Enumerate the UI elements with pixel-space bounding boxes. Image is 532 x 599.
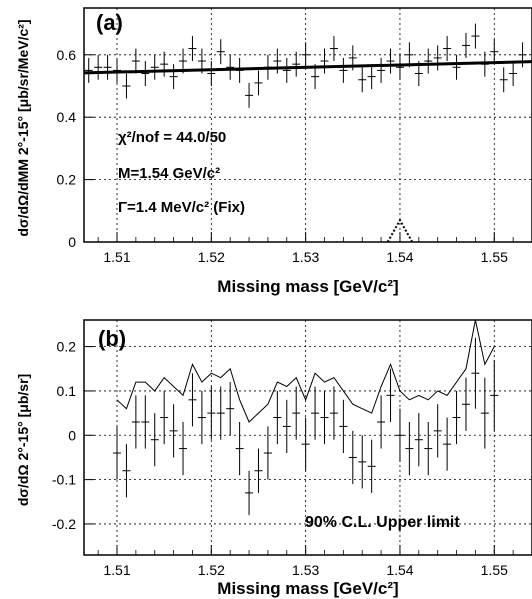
x-tick-label: 1.52	[198, 562, 225, 578]
y-tick-label: 0.2	[57, 339, 77, 355]
panel-b-frame	[83, 319, 532, 556]
y-tick-label: 0	[68, 427, 76, 443]
panel-b-data-points	[113, 337, 499, 516]
x-tick-label: 1.55	[481, 249, 508, 265]
panel-a-frame	[83, 7, 532, 243]
panel-a-fit-line	[83, 60, 532, 75]
panel-b-x-axis-title: Missing mass [GeV/c²]	[217, 579, 398, 598]
x-tick-label: 1.51	[103, 562, 130, 578]
panel-a-ticks: 1.51 1.52 1.53 1.54 1.55 0 0.2 0.4 0.6	[57, 47, 532, 265]
panel-b-label: (b)	[98, 326, 126, 351]
y-tick-label: 0.4	[57, 109, 77, 125]
panel-a: 1.51 1.52 1.53 1.54 1.55 0 0.2 0.4 0.6 (a) χ²/no…	[15, 7, 532, 296]
panel-a-chi2-annotation: χ²/nof = 44.0/50	[118, 129, 226, 146]
panel-a-data-points	[84, 23, 527, 108]
panel-b-ticks: 1.51 1.52 1.53 1.54 1.55 -0.2 -0.1 0 0.1 0.2	[52, 339, 532, 578]
panel-b-y-axis-title: dσ/dΩ 2°-15° [μb/sr]	[15, 374, 31, 506]
x-tick-label: 1.55	[481, 562, 508, 578]
y-tick-label: 0.1	[57, 383, 77, 399]
y-tick-label: 0.2	[57, 172, 77, 188]
x-tick-label: 1.54	[386, 562, 413, 578]
panel-a-width-annotation: Γ=1.4 MeV/c² (Fix)	[118, 199, 245, 216]
panel-b-grid	[84, 320, 532, 555]
y-tick-label: -0.1	[52, 472, 76, 488]
panel-b: 1.51 1.52 1.53 1.54 1.55-0.2-0.100.10.2 (b) …	[15, 319, 532, 598]
panel-a-peak-curve	[386, 218, 414, 243]
panel-b-upper-limit-annotation: 90% C.L. Upper limit	[305, 514, 460, 531]
x-tick-label: 1.53	[292, 562, 319, 578]
y-tick-label: 0	[68, 234, 76, 250]
panel-a-label: (a)	[96, 10, 123, 35]
x-tick-label: 1.51	[103, 249, 130, 265]
x-tick-label: 1.52	[198, 249, 225, 265]
panel-a-y-axis-title: dσ/dΩ/dMM 2°-15° [μb/sr/MeV/c²]	[15, 19, 31, 236]
y-tick-label: -0.2	[52, 516, 76, 532]
x-tick-label: 1.53	[292, 249, 319, 265]
panel-a-x-axis-title: Missing mass [GeV/c²]	[217, 277, 398, 296]
y-tick-label: 0.6	[57, 47, 77, 63]
panel-a-mass-annotation: M=1.54 GeV/c²	[118, 165, 220, 182]
panel-b-upper-limit-line	[116, 319, 495, 423]
x-tick-label: 1.54	[386, 249, 413, 265]
panel-a-grid	[84, 8, 532, 243]
